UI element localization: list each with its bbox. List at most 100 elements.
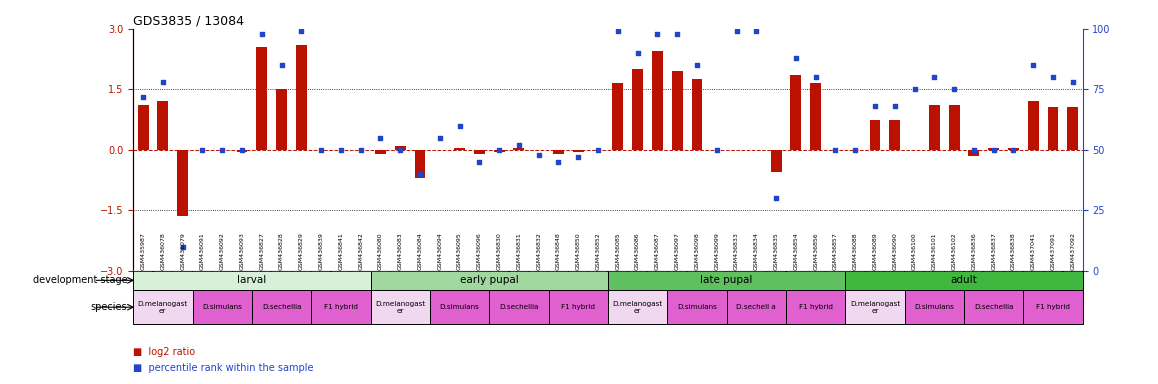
Text: D.simulans: D.simulans (915, 304, 954, 310)
Point (470, 159, 489, 165)
Text: GSM436831: GSM436831 (516, 232, 521, 270)
Point (588, 147, 607, 153)
Text: GSM436080: GSM436080 (378, 232, 383, 270)
Text: GSM436829: GSM436829 (299, 232, 303, 270)
Text: GSM436834: GSM436834 (754, 232, 758, 270)
Text: D.simulans: D.simulans (440, 304, 479, 310)
Text: GSM437091: GSM437091 (1050, 232, 1056, 270)
Point (351, 147, 369, 153)
Point (233, 147, 251, 153)
Point (272, 62, 291, 68)
Text: GSM436854: GSM436854 (793, 232, 798, 270)
Point (174, 243, 192, 250)
Bar (845, 290, 904, 324)
Point (767, 195, 785, 201)
Point (391, 147, 410, 153)
Bar (157, 101, 168, 150)
Text: GSM436094: GSM436094 (438, 232, 442, 270)
Point (569, 154, 587, 160)
Text: GSM436100: GSM436100 (913, 232, 917, 270)
Bar (1068, 108, 1078, 150)
Bar (474, 150, 485, 154)
Bar (691, 79, 703, 150)
Bar (929, 105, 940, 150)
Bar (276, 89, 287, 150)
Text: GSM436830: GSM436830 (497, 232, 501, 270)
Bar (791, 75, 801, 150)
Text: GSM436102: GSM436102 (952, 232, 957, 270)
Text: F1 hybrid: F1 hybrid (562, 304, 595, 310)
Text: GSM436083: GSM436083 (397, 232, 403, 270)
Text: larval: larval (237, 275, 266, 285)
Text: GSM436098: GSM436098 (695, 232, 699, 270)
Point (431, 135, 449, 141)
Point (965, 147, 983, 153)
Point (727, 28, 746, 34)
Bar (652, 51, 662, 150)
Text: GSM436095: GSM436095 (457, 232, 462, 270)
Text: ■  log2 ratio: ■ log2 ratio (133, 347, 196, 357)
Point (1043, 74, 1062, 80)
Point (786, 55, 805, 61)
Text: GSM436838: GSM436838 (1011, 232, 1016, 270)
Point (510, 142, 528, 148)
Text: GSM436079: GSM436079 (181, 232, 185, 270)
Bar (371, 271, 608, 290)
Text: D.sechell a: D.sechell a (736, 304, 776, 310)
Point (1063, 79, 1082, 85)
Point (549, 159, 567, 165)
Text: GSM436090: GSM436090 (893, 232, 897, 270)
Text: GSM436857: GSM436857 (833, 232, 838, 270)
Point (925, 74, 944, 80)
Text: GSM435987: GSM435987 (140, 232, 146, 270)
Bar (454, 148, 466, 150)
Point (1004, 147, 1023, 153)
Point (906, 86, 924, 92)
Bar (948, 105, 960, 150)
Text: GSM436084: GSM436084 (418, 232, 423, 270)
Bar (549, 290, 608, 324)
Bar (573, 150, 584, 152)
Point (450, 122, 469, 129)
Bar (988, 148, 999, 150)
Text: GSM436091: GSM436091 (200, 232, 205, 270)
Point (134, 93, 153, 99)
Bar (1009, 148, 1019, 150)
Bar (845, 271, 1083, 290)
Text: GSM436085: GSM436085 (615, 232, 621, 270)
Bar (811, 83, 821, 150)
Point (688, 62, 706, 68)
Bar (430, 290, 489, 324)
Bar (1024, 290, 1083, 324)
Text: GSM436101: GSM436101 (932, 232, 937, 270)
Bar (672, 71, 682, 150)
Point (984, 147, 1003, 153)
Text: D.sechellia: D.sechellia (499, 304, 538, 310)
Bar (192, 290, 252, 324)
Text: GSM436099: GSM436099 (714, 232, 719, 270)
Text: D.melanogast
er: D.melanogast er (375, 301, 425, 314)
Text: adult: adult (951, 275, 977, 285)
Bar (613, 83, 623, 150)
Text: GSM436097: GSM436097 (675, 232, 680, 270)
Bar (786, 290, 845, 324)
Text: D.simulans: D.simulans (677, 304, 717, 310)
Point (886, 103, 904, 109)
Point (806, 74, 824, 80)
Text: GSM436850: GSM436850 (576, 232, 581, 270)
Bar (667, 290, 726, 324)
Point (213, 147, 232, 153)
Bar (968, 150, 980, 156)
Bar (771, 150, 782, 172)
Bar (296, 45, 307, 150)
Bar (889, 119, 900, 150)
Text: GSM436842: GSM436842 (358, 232, 364, 270)
Text: early pupal: early pupal (460, 275, 519, 285)
Text: development stage: development stage (32, 275, 127, 285)
Point (826, 147, 844, 153)
Text: GSM436837: GSM436837 (991, 232, 996, 270)
Bar (493, 150, 505, 152)
Text: F1 hybrid: F1 hybrid (324, 304, 358, 310)
Text: GSM436848: GSM436848 (556, 232, 560, 270)
Bar (415, 150, 425, 178)
